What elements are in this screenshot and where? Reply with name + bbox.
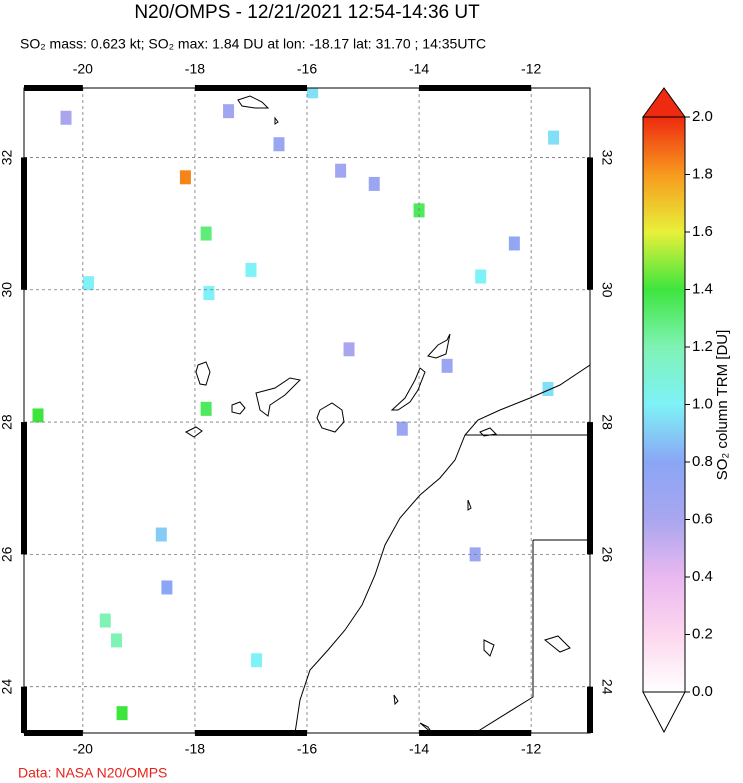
fuerteventura <box>390 367 426 411</box>
colorbar-tick-label: 1.0 <box>692 395 713 412</box>
so2-pixel <box>475 269 487 284</box>
y-tick-label-left: 32 <box>0 149 15 165</box>
colorbar-body <box>642 116 686 693</box>
colorbar-min-arrow <box>642 691 686 734</box>
africa-coast <box>294 364 590 733</box>
y-tick-label-left: 24 <box>0 679 15 695</box>
colorbar-tick-label: 0.8 <box>692 453 713 470</box>
coastlines <box>184 95 590 733</box>
y-tick-label-left: 28 <box>0 414 15 430</box>
colorbar-tick-label: 1.4 <box>692 280 713 297</box>
x-tick-label-bottom: -12 <box>521 741 541 757</box>
el-hierro <box>184 426 203 438</box>
frame-segment <box>587 422 593 555</box>
islets <box>393 427 571 733</box>
so2-pixel <box>396 421 408 436</box>
colorbar-tick-label: 0.0 <box>692 683 713 700</box>
so2-pixel <box>60 110 72 125</box>
border <box>465 434 590 733</box>
so2-pixel <box>200 401 212 416</box>
subtitle: SO₂ mass: 0.623 kt; SO₂ max: 1.84 DU at … <box>20 36 486 52</box>
colorbar-tick-label: 1.6 <box>692 223 713 240</box>
colorbar-tick-label: 1.8 <box>692 165 713 182</box>
frame-segment <box>24 85 83 91</box>
colorbar-tick-label: 2.0 <box>692 108 713 125</box>
so2-pixel <box>161 580 173 595</box>
x-tick-label-top: -16 <box>297 61 317 77</box>
x-tick-label-bottom: -20 <box>73 741 93 757</box>
la-palma <box>195 361 211 386</box>
so2-pixel <box>99 613 111 628</box>
colorbar-label: SO₂ column TRM [DU] <box>714 330 731 481</box>
so2-pixels <box>32 88 560 721</box>
y-tick-label-left: 26 <box>0 546 15 562</box>
x-tick-label-top: -14 <box>409 61 429 77</box>
frame-segment <box>194 85 307 91</box>
y-tick-label-left: 30 <box>0 282 15 298</box>
gran-canaria <box>316 402 345 433</box>
so2-pixel <box>508 236 520 251</box>
so2-pixel <box>343 342 355 357</box>
credit: Data: NASA N20/OMPS <box>18 765 167 781</box>
x-tick-label-bottom: -14 <box>409 741 429 757</box>
frame-segment <box>194 730 307 736</box>
so2-pixel <box>245 262 257 277</box>
so2-pixel <box>110 633 122 648</box>
so2-pixel <box>542 382 554 396</box>
madeira <box>237 95 279 125</box>
y-tick-label-right: 24 <box>599 679 615 695</box>
so2-pixel <box>155 527 167 542</box>
so2-pixel <box>179 170 191 185</box>
so2-pixel <box>116 706 128 721</box>
x-tick-label-top: -18 <box>185 61 205 77</box>
frame-segment <box>419 730 532 736</box>
x-tick-label-top: -12 <box>521 61 541 77</box>
so2-pixel <box>223 104 235 119</box>
so2-pixel <box>273 137 285 152</box>
frame-segment <box>21 422 27 555</box>
tenerife <box>255 377 302 417</box>
y-tick-label-right: 30 <box>599 282 615 298</box>
frame-segment <box>24 730 83 736</box>
so2-pixel <box>251 653 263 668</box>
so2-pixel <box>200 226 212 241</box>
y-tick-label-right: 32 <box>599 150 615 166</box>
colorbar <box>642 87 686 734</box>
frame-segment <box>587 686 593 733</box>
y-tick-label-right: 28 <box>599 414 615 430</box>
so2-pixel <box>335 163 347 178</box>
colorbar-tick-label: 0.6 <box>692 510 713 527</box>
colorbar-tick-label: 0.2 <box>692 625 713 642</box>
so2-pixel <box>32 408 44 423</box>
grid <box>24 88 590 733</box>
x-tick-label-bottom: -16 <box>297 741 317 757</box>
title: N20/OMPS - 12/21/2021 12:54-14:36 UT <box>134 2 480 23</box>
la-gomera <box>231 401 246 415</box>
colorbar-tick-label: 1.2 <box>692 338 713 355</box>
frame-segment <box>21 686 27 733</box>
so2-pixel <box>368 176 380 191</box>
colorbar-tick-label: 0.4 <box>692 568 713 585</box>
frame-segment <box>419 85 532 91</box>
so2-pixel <box>82 276 94 291</box>
y-tick-label-right: 26 <box>599 547 615 563</box>
so2-pixel <box>307 88 319 99</box>
colorbar-max-arrow <box>642 87 686 118</box>
lanzarote <box>427 333 451 359</box>
frame-marks <box>21 85 593 736</box>
x-tick-label-bottom: -18 <box>185 741 205 757</box>
frame-segment <box>21 157 27 290</box>
so2-pixel <box>203 286 215 301</box>
x-tick-label-top: -20 <box>73 61 93 77</box>
frame-segment <box>587 157 593 290</box>
so2-pixel <box>548 130 560 145</box>
so2-pixel <box>441 358 453 373</box>
